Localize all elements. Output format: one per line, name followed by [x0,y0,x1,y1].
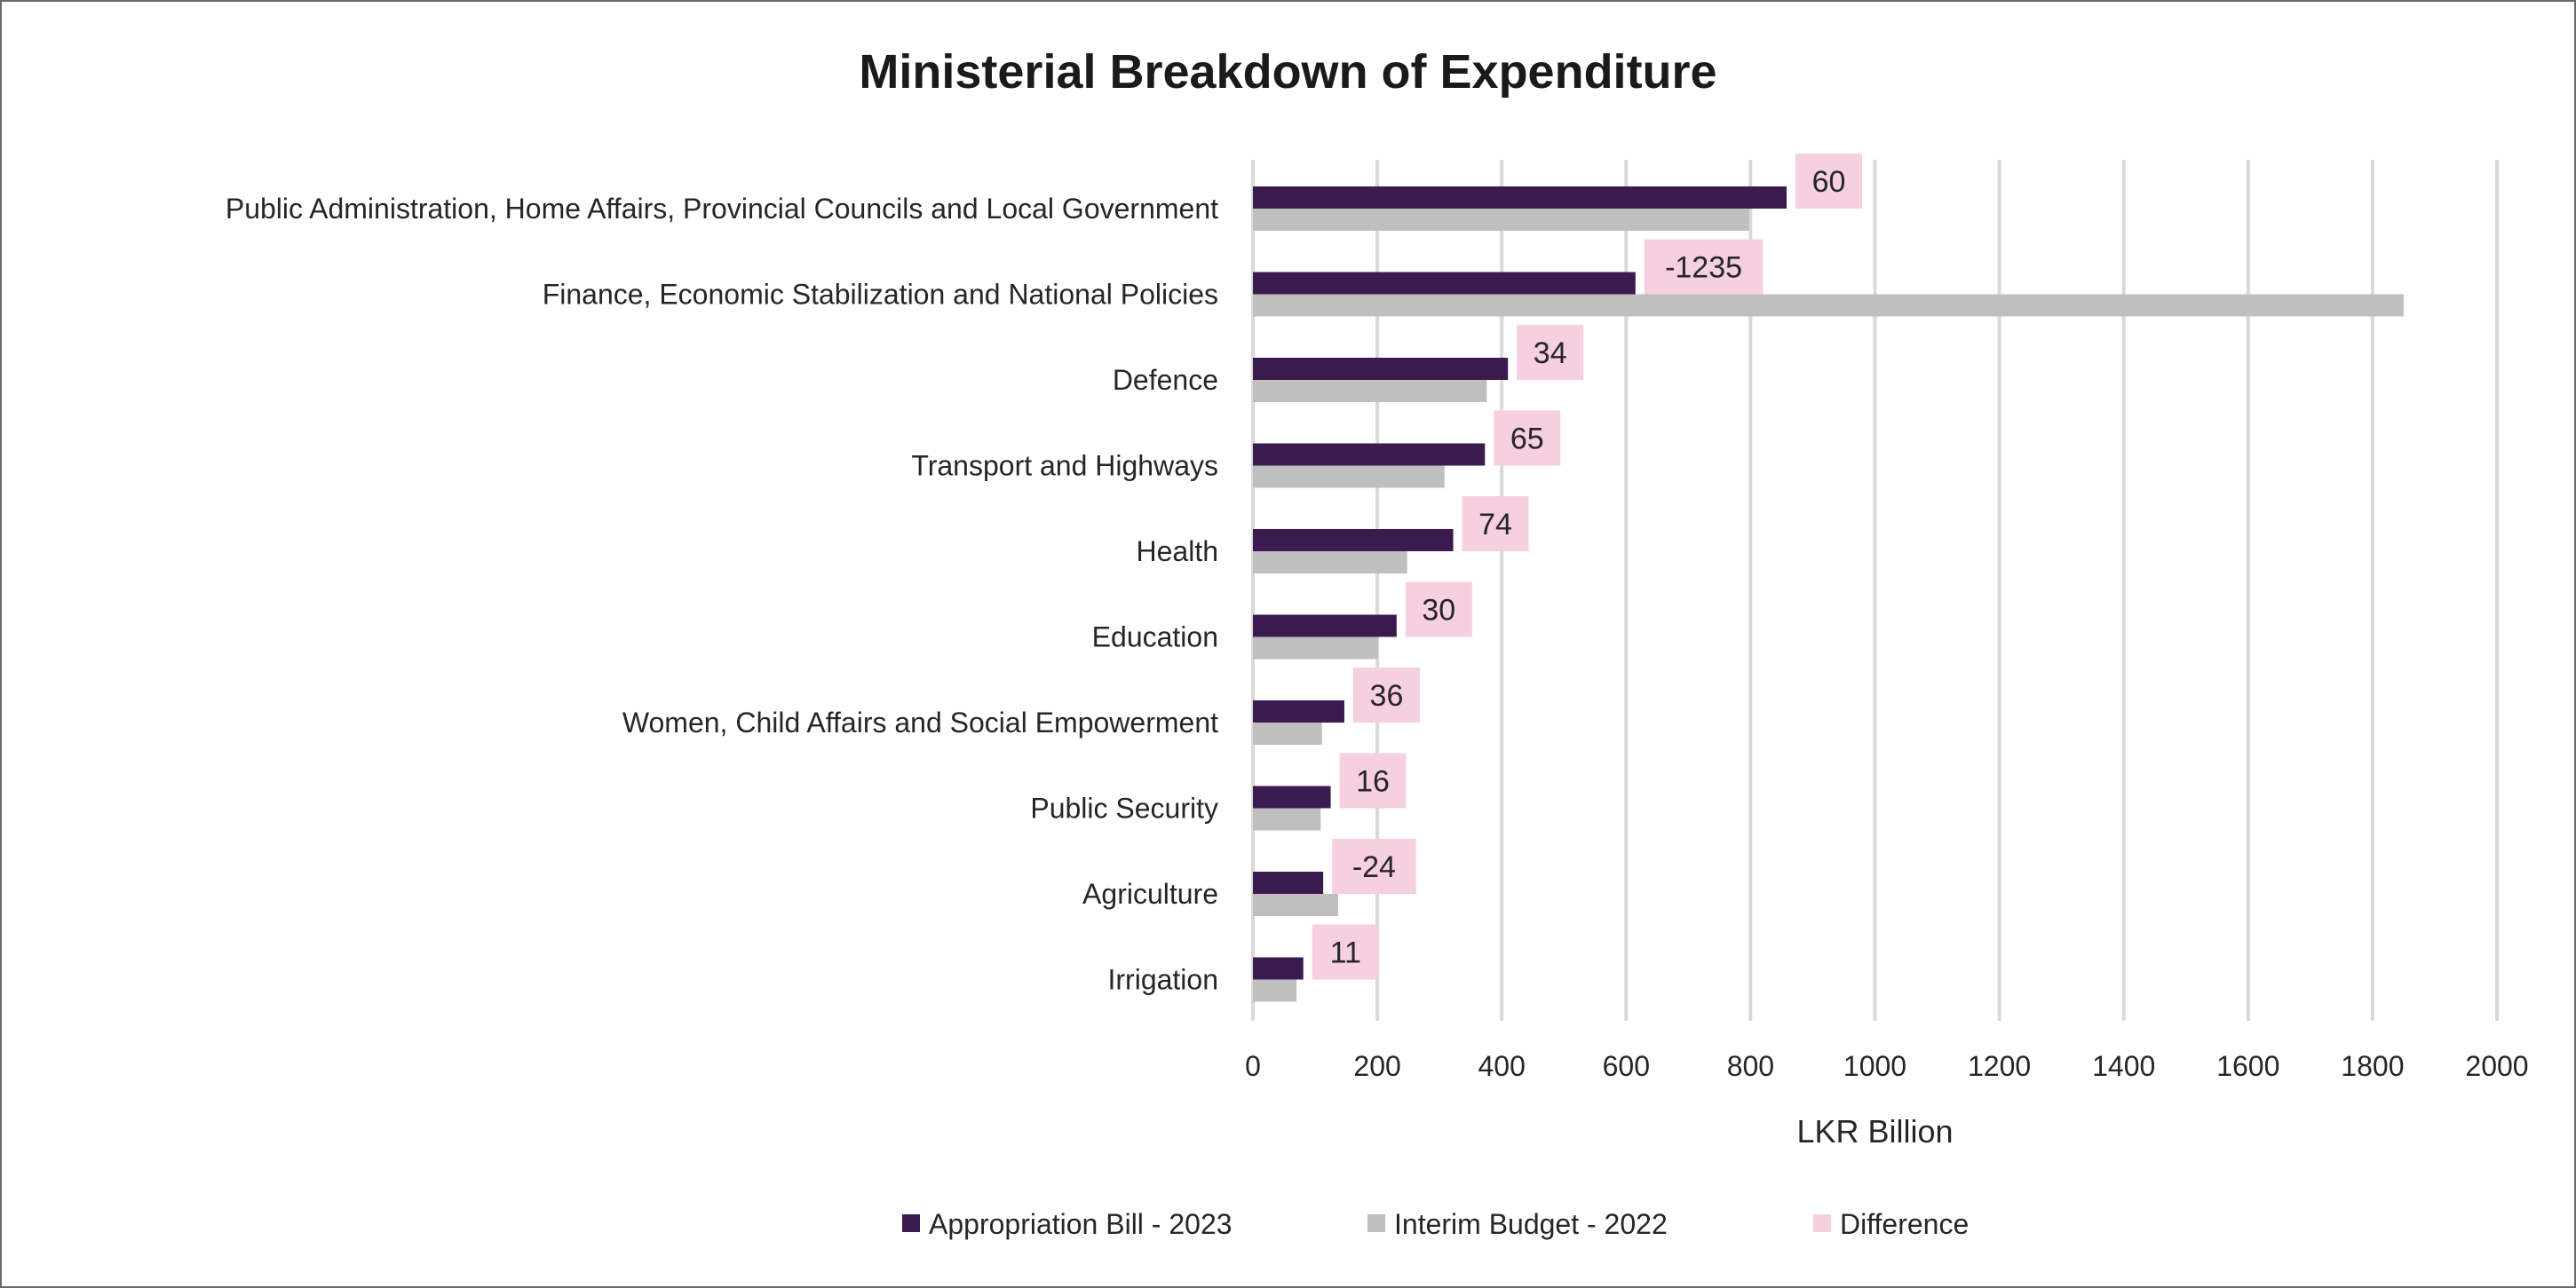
bar-interim-2022 [1253,808,1321,831]
gridline [1624,160,1629,1021]
difference-data-label: 34 [1517,325,1584,380]
difference-label-box [1405,581,1472,637]
x-tick-label: 400 [1478,1050,1526,1082]
legend-swatch-interim-budget-2022 [1367,1214,1385,1232]
bar-interim-2022 [1253,294,2404,317]
bar-appropriation-2023 [1253,272,1636,295]
difference-label-box [1462,496,1529,551]
category-label: Agriculture [1082,878,1218,910]
difference-label-text: 30 [1422,594,1455,628]
category-label: Education [1092,621,1218,653]
x-tick-label: 0 [1245,1050,1261,1082]
bar-appropriation-2023 [1253,614,1397,637]
difference-label-box [1352,668,1420,723]
difference-label-text: 60 [1812,165,1846,199]
gridline [1251,160,1255,1021]
difference-data-label: 36 [1352,668,1420,723]
gridline [1748,160,1753,1021]
x-tick-label: 1200 [1968,1050,2031,1082]
difference-label-box [1644,239,1764,295]
difference-label-text: 11 [1330,936,1361,970]
difference-label-text: 65 [1510,423,1544,456]
legend-label-appropriation-bill-2023: Appropriation Bill - 2023 [929,1208,1233,1240]
difference-label-text: -1235 [1665,251,1742,285]
x-tick-label: 1800 [2341,1050,2404,1082]
bar-interim-2022 [1253,636,1378,660]
legend-label-difference: Difference [1840,1208,1969,1240]
gridline [2495,160,2499,1021]
difference-label-box [1494,410,1561,466]
bar-interim-2022 [1253,551,1407,573]
chart-title: Ministerial Breakdown of Expenditure [859,45,1717,99]
difference-label-text: 16 [1356,765,1390,799]
difference-data-label: 65 [1494,410,1561,466]
category-label: Defence [1113,364,1218,396]
bar-appropriation-2023 [1253,957,1304,980]
legend-label-interim-budget-2022: Interim Budget - 2022 [1394,1208,1668,1240]
bar-interim-2022 [1253,209,1749,231]
x-axis-label: LKR Billion [1796,1113,1953,1150]
bar-interim-2022 [1253,723,1322,745]
difference-label-box [1795,154,1863,209]
difference-data-label: 16 [1339,753,1407,809]
difference-label-box [1517,325,1584,380]
difference-data-label: 74 [1462,496,1529,551]
bar-appropriation-2023 [1253,700,1344,723]
category-label: Public Security [1030,793,1218,825]
gridline [2370,160,2374,1021]
x-tick-label: 800 [1727,1050,1774,1082]
difference-label-text: 36 [1370,679,1404,713]
bar-appropriation-2023 [1253,872,1324,894]
bar-appropriation-2023 [1253,358,1509,380]
difference-label-text: -24 [1352,850,1396,884]
difference-data-label: -1235 [1644,239,1764,295]
x-tick-label: 1400 [2092,1050,2155,1082]
gridline [1997,160,2001,1021]
difference-data-label: 30 [1405,581,1472,637]
gridline [2246,160,2250,1021]
category-label: Women, Child Affairs and Social Empowerm… [622,707,1218,739]
category-label: Finance, Economic Stabilization and Nati… [543,279,1218,311]
bars [1253,186,2404,1002]
gridline [2121,160,2126,1021]
difference-data-label: 60 [1795,154,1863,209]
legend-swatch-appropriation-bill-2023 [902,1214,920,1232]
gridline [1873,160,1877,1021]
labels: 0 200 400 600 800 1000 1200 1400 1600 1800 2000 LKR… [226,154,2529,1150]
legend-swatch-difference [1813,1214,1831,1232]
bar-appropriation-2023 [1253,443,1486,466]
bar-interim-2022 [1253,979,1297,1002]
x-tick-label: 1000 [1843,1050,1906,1082]
bar-interim-2022 [1253,894,1338,916]
bar-interim-2022 [1253,465,1445,488]
bar-appropriation-2023 [1253,186,1787,209]
difference-label-box [1332,839,1416,894]
x-tick-label: 600 [1603,1050,1650,1082]
gridline [1375,160,1380,1021]
bar-appropriation-2023 [1253,529,1454,551]
category-label: Transport and Highways [911,450,1218,482]
bar-interim-2022 [1253,380,1487,402]
category-label: Irrigation [1108,964,1219,996]
x-tick-label: 1600 [2216,1050,2279,1082]
legend: Appropriation Bill - 2023 Interim Budget … [902,1208,1969,1240]
difference-label-text: 74 [1478,508,1512,541]
difference-label-box [1339,753,1407,809]
bar-appropriation-2023 [1253,786,1331,809]
gridlines [1251,160,2499,1021]
x-tick-label: 200 [1353,1050,1400,1082]
gridline [1500,160,1504,1021]
difference-label-text: 34 [1534,336,1567,370]
category-label: Public Administration, Home Affairs, Pro… [226,193,1218,225]
difference-data-label: -24 [1332,839,1416,894]
category-label: Health [1137,535,1219,567]
x-tick-label: 2000 [2465,1050,2528,1082]
difference-data-label: 11 [1312,924,1379,980]
difference-label-box [1312,924,1379,980]
